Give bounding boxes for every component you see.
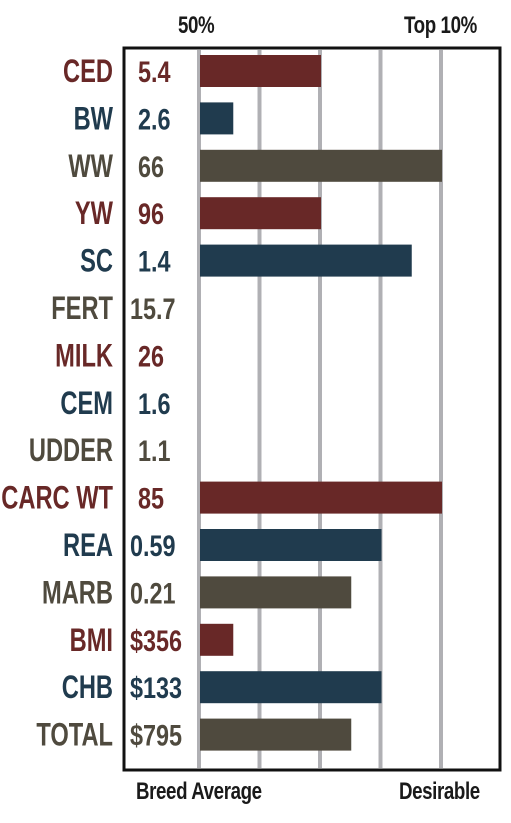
bar-carc-wt	[200, 481, 442, 514]
value-label-marb: 0.21	[130, 577, 176, 610]
bar-ww	[200, 149, 442, 182]
bar-total	[200, 718, 352, 751]
bar-bw	[200, 102, 234, 135]
category-label-yw: YW	[75, 196, 113, 231]
value-label-ww: 66	[138, 150, 164, 183]
category-label-bw: BW	[74, 101, 114, 136]
bar-yw	[200, 197, 321, 230]
bar-marb	[200, 576, 352, 609]
bar-bmi	[200, 623, 234, 656]
category-label-chb: CHB	[62, 670, 113, 705]
value-label-ced: 5.4	[138, 55, 171, 88]
value-label-chb: $133	[130, 671, 182, 704]
bottom-axis-label-desirable: Desirable	[399, 778, 480, 805]
value-label-bmi: $356	[130, 624, 182, 657]
category-label-carc-wt: CARC WT	[1, 480, 113, 515]
category-label-ced: CED	[63, 54, 113, 89]
value-label-fert: 15.7	[130, 292, 176, 325]
bottom-axis-label-breed-average: Breed Average	[136, 778, 262, 805]
category-label-bmi: BMI	[70, 622, 113, 657]
bar-rea	[200, 529, 382, 561]
top-axis-label-50-percent: 50%	[178, 12, 215, 39]
category-label-total: TOTAL	[36, 717, 113, 752]
value-label-sc: 1.4	[138, 245, 171, 278]
category-label-marb: MARB	[42, 575, 113, 610]
value-label-cem: 1.6	[138, 387, 171, 420]
category-label-milk: MILK	[55, 338, 113, 373]
bar-ced	[200, 55, 321, 87]
value-label-udder: 1.1	[138, 434, 171, 467]
category-label-rea: REA	[63, 528, 113, 563]
value-label-total: $795	[130, 719, 182, 752]
category-label-cem: CEM	[60, 385, 113, 420]
category-label-ww: WW	[68, 148, 113, 183]
category-label-fert: FERT	[51, 291, 113, 326]
bar-chb	[200, 671, 382, 704]
value-label-milk: 26	[138, 340, 164, 373]
top-axis-label-top-10-percent: Top 10%	[404, 12, 477, 39]
value-label-yw: 96	[138, 197, 164, 230]
category-label-udder: UDDER	[29, 433, 113, 468]
value-label-bw: 2.6	[138, 103, 171, 136]
bar-sc	[200, 244, 412, 277]
value-label-carc-wt: 85	[138, 482, 164, 515]
category-label-sc: SC	[80, 243, 113, 278]
value-label-rea: 0.59	[130, 529, 176, 562]
